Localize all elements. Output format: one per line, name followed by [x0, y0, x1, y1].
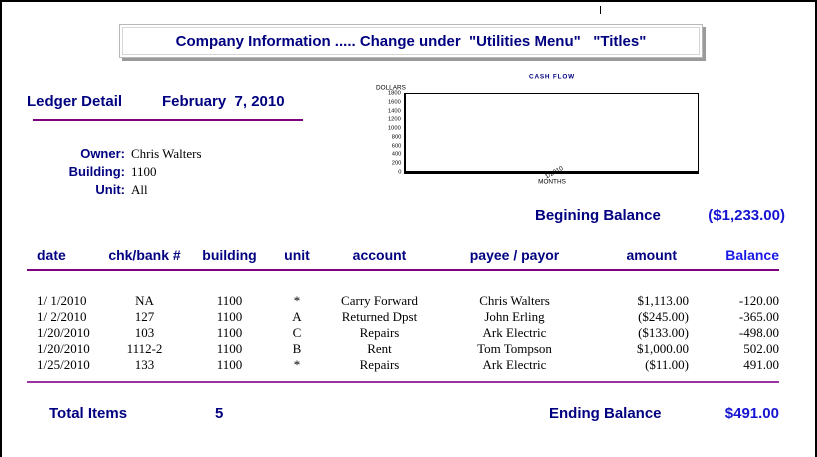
cell-balance: -120.00	[738, 293, 779, 308]
cell-date: 1/25/2010	[37, 357, 90, 372]
header-amount: amount	[626, 247, 677, 263]
cell-unit: C	[292, 325, 302, 340]
cell-amount: $1,113.00	[637, 293, 689, 308]
cell-payee: Tom Tompson	[477, 341, 552, 356]
y-tick: 1400	[388, 106, 401, 114]
cell-account: Returned Dpst	[341, 309, 418, 324]
table-row: 1/ 1/2010 NA 1100 * Carry Forward Chris …	[27, 293, 779, 309]
unit-label: Unit:	[95, 182, 125, 197]
y-tick: 800	[391, 133, 401, 140]
chart-x-axis-label: MONTHS	[538, 178, 566, 186]
cell-unit: B	[292, 341, 302, 356]
company-info-banner-inner: Company Information ..... Change under "…	[122, 27, 700, 55]
building-label: Building:	[68, 164, 125, 179]
owner-value: Chris Walters	[131, 146, 202, 161]
cell-building: 1100	[216, 293, 243, 308]
beginning-balance-label: Begining Balance	[535, 207, 661, 224]
cell-building: 1100	[216, 341, 243, 356]
cell-balance: -365.00	[738, 309, 779, 324]
ending-balance-value: $491.00	[724, 405, 779, 422]
cell-payee: Ark Electric	[482, 357, 547, 372]
unit-value: All	[131, 182, 148, 197]
beginning-balance-value: ($1,233.00)	[708, 207, 785, 224]
field-owner: Owner: Chris Walters	[30, 146, 202, 164]
field-building: Building: 1100	[30, 164, 202, 182]
header-payee-payor: payee / payor	[469, 247, 560, 263]
company-info-banner: Company Information ..... Change under "…	[119, 24, 703, 58]
ending-balance-label: Ending Balance	[549, 405, 662, 422]
header-balance: Balance	[725, 247, 779, 263]
cell-account: Repairs	[359, 357, 400, 372]
chart-title: CASH FLOW	[529, 73, 575, 81]
chart-plot-area	[404, 93, 699, 174]
footer-divider	[27, 381, 779, 383]
header-building: building	[202, 247, 257, 263]
y-tick: 0	[397, 168, 401, 175]
cell-account: Repairs	[359, 325, 400, 340]
y-tick: 400	[391, 150, 401, 158]
y-tick: 1800	[388, 89, 401, 96]
cell-chk-bank: 133	[134, 357, 155, 372]
cell-chk-bank: 1112-2	[126, 341, 163, 356]
cell-unit: *	[293, 357, 301, 372]
report-date: February 7, 2010	[162, 93, 285, 110]
y-tick: 600	[391, 141, 401, 149]
cash-flow-chart: CASH FLOW DOLLARS 1800 1600 1400 1200 10…	[375, 73, 707, 185]
title-underline	[33, 119, 303, 121]
table-header-row: date chk/bank # building unit account pa…	[27, 247, 779, 263]
company-info-banner-text: Company Information ..... Change under "…	[175, 32, 647, 50]
ledger-table: date chk/bank # building unit account pa…	[27, 247, 779, 373]
table-row: 1/20/2010 1112-2 1100 B Rent Tom Tompson…	[27, 341, 779, 357]
cell-date: 1/20/2010	[37, 325, 90, 340]
table-row: 1/20/2010 103 1100 C Repairs Ark Electri…	[27, 325, 779, 341]
caret-tick-mark	[600, 6, 601, 14]
cell-unit: A	[292, 309, 302, 324]
cell-date: 1/ 1/2010	[37, 293, 87, 308]
total-items-value: 5	[215, 405, 224, 422]
cell-amount: ($133.00)	[638, 325, 689, 340]
y-tick: 1200	[388, 115, 401, 123]
header-underline	[27, 269, 779, 271]
table-row: 1/ 2/2010 127 1100 A Returned Dpst John …	[27, 309, 779, 325]
y-tick: 200	[391, 159, 401, 167]
table-body: 1/ 1/2010 NA 1100 * Carry Forward Chris …	[27, 293, 779, 373]
field-unit: Unit: All	[30, 182, 202, 200]
cell-date: 1/ 2/2010	[37, 309, 87, 324]
cell-amount: ($11.00)	[645, 357, 689, 372]
owner-fields: Owner: Chris Walters Building: 1100 Unit…	[30, 146, 202, 200]
building-value: 1100	[131, 164, 157, 179]
header-unit: unit	[284, 247, 310, 263]
cell-chk-bank: NA	[135, 293, 154, 308]
cell-account: Rent	[367, 341, 392, 356]
total-items-label: Total Items	[49, 405, 128, 422]
table-row: 1/25/2010 133 1100 * Repairs Ark Electri…	[27, 357, 779, 373]
chart-y-axis-label: DOLLARS	[376, 84, 406, 92]
cell-amount: $1,000.00	[637, 341, 689, 356]
cell-date: 1/20/2010	[37, 341, 90, 356]
header-chk-bank: chk/bank #	[108, 247, 181, 263]
cell-building: 1100	[216, 325, 243, 340]
owner-label: Owner:	[80, 146, 125, 161]
cell-payee: Ark Electric	[482, 325, 547, 340]
cell-balance: 502.00	[743, 341, 779, 356]
header-account: account	[352, 247, 407, 263]
cell-payee: John Erling	[484, 309, 545, 324]
cell-building: 1100	[216, 309, 243, 324]
cell-building: 1100	[216, 357, 243, 372]
cell-unit: *	[293, 293, 301, 308]
cell-account: Carry Forward	[341, 293, 418, 308]
header-date: date	[37, 247, 66, 263]
report-title: Ledger Detail	[27, 93, 123, 110]
cell-payee: Chris Walters	[479, 293, 550, 308]
cell-chk-bank: 127	[134, 309, 155, 324]
chart-y-ticks: 1800 1600 1400 1200 1000 800 600 400 200…	[375, 89, 401, 176]
cell-balance: -498.00	[738, 325, 779, 340]
cell-balance: 491.00	[743, 357, 779, 372]
cell-chk-bank: 103	[134, 325, 155, 340]
cell-amount: ($245.00)	[638, 309, 689, 324]
y-tick: 1000	[388, 124, 401, 131]
y-tick: 1600	[388, 98, 401, 105]
